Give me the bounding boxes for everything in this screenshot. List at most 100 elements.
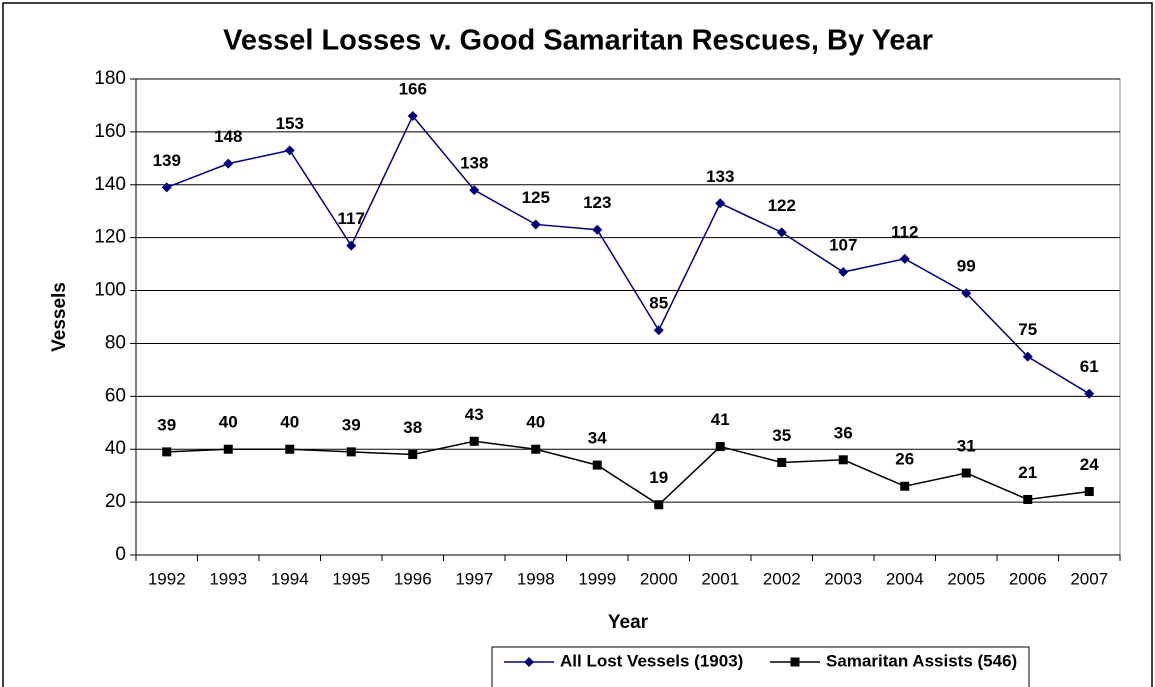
chart-title: Vessel Losses v. Good Samaritan Rescues,… — [223, 25, 933, 57]
data-point — [592, 460, 602, 470]
x-tick-label: 2007 — [1070, 569, 1108, 588]
x-tick-label: 2001 — [701, 569, 739, 588]
data-label: 39 — [157, 415, 176, 434]
data-point — [162, 447, 172, 457]
data-point — [653, 325, 664, 336]
data-point — [777, 457, 787, 467]
data-label: 99 — [957, 257, 976, 276]
data-label: 117 — [338, 209, 365, 228]
y-tick-label: 100 — [94, 280, 126, 301]
data-label: 21 — [1018, 463, 1037, 482]
data-label: 38 — [403, 418, 422, 437]
x-tick-label: 2003 — [824, 569, 862, 588]
data-label: 148 — [214, 127, 242, 146]
data-label: 166 — [399, 80, 427, 99]
x-tick-label: 1998 — [517, 569, 555, 588]
y-tick-label: 160 — [94, 121, 126, 142]
y-tick-label: 0 — [115, 544, 126, 565]
legend-label: All Lost Vessels (1903) — [560, 651, 743, 670]
data-point — [346, 240, 357, 251]
data-point — [346, 447, 356, 457]
data-point — [284, 145, 295, 156]
x-tick-label: 2004 — [886, 569, 924, 588]
y-tick-label: 120 — [94, 227, 126, 248]
data-label: 107 — [829, 236, 857, 255]
data-label: 40 — [219, 413, 238, 432]
x-tick-label: 1992 — [148, 569, 186, 588]
data-label: 31 — [957, 437, 976, 456]
y-tick-label: 80 — [105, 332, 126, 353]
data-point — [223, 158, 234, 169]
y-tick-label: 40 — [105, 438, 126, 459]
data-point — [961, 288, 972, 299]
x-tick-label: 2005 — [947, 569, 985, 588]
data-point — [469, 436, 479, 446]
y-tick-label: 60 — [105, 385, 126, 406]
x-tick-label: 1995 — [332, 569, 370, 588]
data-point — [223, 444, 233, 454]
data-point — [838, 267, 849, 278]
data-point — [592, 224, 603, 235]
data-label: 153 — [276, 114, 304, 133]
data-point — [715, 442, 725, 452]
data-point — [899, 253, 910, 264]
data-label: 41 — [711, 410, 730, 429]
data-label: 19 — [649, 468, 668, 487]
legend-marker — [790, 657, 800, 667]
data-label: 24 — [1080, 455, 1099, 474]
data-point — [161, 182, 172, 193]
data-label: 34 — [588, 429, 607, 448]
x-tick-label: 1999 — [578, 569, 616, 588]
series-line — [166, 114, 1090, 395]
data-label: 40 — [280, 413, 299, 432]
x-tick-label: 1996 — [394, 569, 432, 588]
x-tick-label: 1997 — [455, 569, 493, 588]
x-axis-title: Year — [608, 612, 649, 633]
data-label: 123 — [583, 193, 611, 212]
data-label: 138 — [460, 154, 488, 173]
data-point — [407, 111, 418, 122]
data-point — [1084, 388, 1095, 399]
y-tick-label: 140 — [94, 174, 126, 195]
x-tick-label: 1993 — [209, 569, 247, 588]
data-label: 35 — [772, 426, 791, 445]
data-point — [1022, 351, 1033, 362]
data-point — [838, 455, 848, 465]
legend-marker — [524, 657, 534, 667]
x-tick-label: 1994 — [271, 569, 309, 588]
data-label: 139 — [153, 151, 181, 170]
data-point — [285, 444, 295, 454]
series-line — [166, 440, 1090, 506]
data-point — [1084, 487, 1094, 497]
data-point — [776, 227, 787, 238]
data-label: 36 — [834, 423, 853, 442]
data-label: 85 — [649, 294, 668, 313]
data-point — [654, 500, 664, 510]
data-label: 75 — [1018, 320, 1037, 339]
data-label: 61 — [1080, 357, 1099, 376]
data-label: 43 — [465, 405, 484, 424]
data-label: 39 — [342, 415, 361, 434]
data-point — [900, 481, 910, 491]
data-point — [715, 198, 726, 209]
data-point — [531, 444, 541, 454]
plot-area — [135, 78, 1121, 556]
legend-label: Samaritan Assists (546) — [826, 651, 1017, 670]
x-tick-label: 2000 — [640, 569, 678, 588]
data-point — [1023, 494, 1033, 504]
data-point — [408, 450, 418, 460]
data-label: 112 — [891, 222, 918, 241]
data-label: 26 — [895, 450, 914, 469]
y-tick-label: 20 — [105, 491, 126, 512]
y-axis-title: Vessels — [49, 282, 70, 352]
x-tick-label: 2002 — [763, 569, 801, 588]
data-point — [961, 468, 971, 478]
legend-box — [491, 646, 1030, 687]
data-label: 40 — [526, 413, 545, 432]
x-tick-label: 2006 — [1009, 569, 1047, 588]
data-point — [469, 185, 480, 196]
data-label: 122 — [768, 196, 796, 215]
y-tick-label: 180 — [94, 68, 126, 89]
data-point — [530, 219, 541, 230]
